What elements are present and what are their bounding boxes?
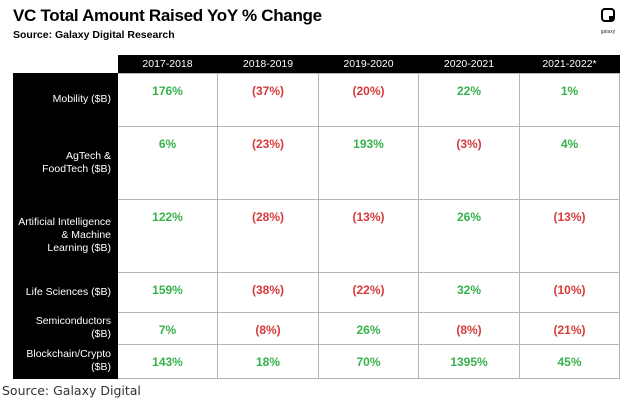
source-caption: Source: Galaxy Digital: [2, 383, 141, 398]
data-cell: (22%): [318, 271, 419, 313]
data-cell: 193%: [318, 125, 419, 200]
data-cell: 4%: [519, 125, 620, 200]
data-cell: (8%): [217, 311, 319, 345]
data-cell: (28%): [217, 198, 319, 273]
row-label: Mobility ($B): [13, 72, 118, 127]
data-cell: 143%: [117, 343, 218, 379]
row-label: Life Sciences ($B): [13, 271, 118, 313]
data-cell: (13%): [318, 198, 419, 273]
row-label: AgTech & FoodTech ($B): [13, 125, 118, 200]
data-cell: 26%: [418, 198, 520, 273]
data-cell: 159%: [117, 271, 218, 313]
table-row: Artificial Intelligence & Machine Learni…: [13, 198, 620, 273]
logo-text: galaxy: [600, 29, 616, 35]
data-cell: 1395%: [418, 343, 520, 379]
data-cell: 122%: [117, 198, 218, 273]
data-cell: 26%: [318, 311, 419, 345]
column-header: 2017-2018: [117, 55, 218, 73]
chart-subtitle: Source: Galaxy Digital Research: [13, 29, 175, 41]
data-cell: (21%): [519, 311, 620, 345]
data-cell: (10%): [519, 271, 620, 313]
table-row: Semiconductors ($B) 7% (8%) 26% (8%) (21…: [13, 311, 620, 345]
data-cell: 22%: [418, 72, 520, 127]
data-cell: 45%: [519, 343, 620, 379]
chart-title: VC Total Amount Raised YoY % Change: [13, 6, 322, 25]
data-cell: 70%: [318, 343, 419, 379]
galaxy-logo-icon: [601, 8, 615, 22]
table-row: Life Sciences ($B) 159% (38%) (22%) 32% …: [13, 271, 620, 313]
data-cell: (3%): [418, 125, 520, 200]
data-cell: 32%: [418, 271, 520, 313]
data-cell: (20%): [318, 72, 419, 127]
data-cell: 7%: [117, 311, 218, 345]
row-label: Blockchain/Crypto ($B): [13, 343, 118, 379]
data-cell: 6%: [117, 125, 218, 200]
row-label: Semiconductors ($B): [13, 311, 118, 345]
row-label: Artificial Intelligence & Machine Learni…: [13, 198, 118, 273]
data-cell: 1%: [519, 72, 620, 127]
data-cell: (37%): [217, 72, 319, 127]
yoy-change-table: 2017-2018 2018-2019 2019-2020 2020-2021 …: [13, 55, 620, 379]
data-cell: 176%: [117, 72, 218, 127]
table-corner-cell: [13, 55, 118, 73]
data-cell: (23%): [217, 125, 319, 200]
column-header: 2020-2021: [418, 55, 520, 73]
data-cell: (13%): [519, 198, 620, 273]
table-row: Blockchain/Crypto ($B) 143% 18% 70% 1395…: [13, 343, 620, 379]
galaxy-logo: galaxy: [597, 7, 619, 35]
column-header: 2021-2022*: [519, 55, 620, 73]
data-cell: 18%: [217, 343, 319, 379]
table-header-row: 2017-2018 2018-2019 2019-2020 2020-2021 …: [13, 55, 620, 73]
data-cell: (8%): [418, 311, 520, 345]
table-row: AgTech & FoodTech ($B) 6% (23%) 193% (3%…: [13, 125, 620, 200]
data-cell: (38%): [217, 271, 319, 313]
table-row: Mobility ($B) 176% (37%) (20%) 22% 1%: [13, 72, 620, 127]
column-header: 2018-2019: [217, 55, 319, 73]
column-header: 2019-2020: [318, 55, 419, 73]
